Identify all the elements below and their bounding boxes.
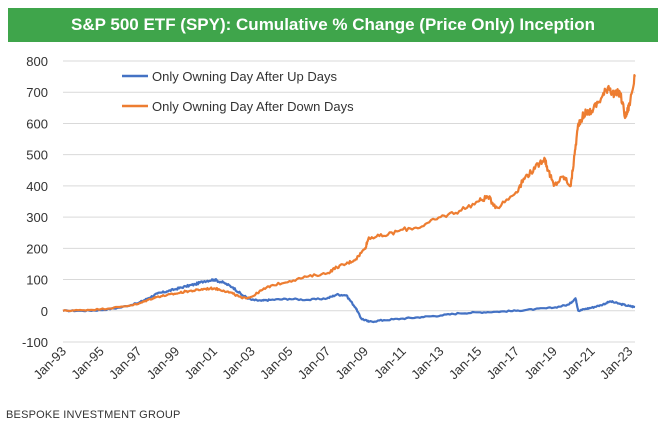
y-tick-label: 400: [26, 179, 48, 194]
y-tick-label: -100: [22, 335, 48, 350]
y-tick-label: 600: [26, 116, 48, 131]
x-tick-label: Jan-99: [144, 344, 183, 383]
x-tick-label: Jan-23: [597, 344, 636, 383]
x-axis-tick-labels: Jan-93 Jan-95 Jan-97 Jan-99 Jan-01 Jan-03 Jan-…: [30, 344, 635, 383]
legend: Only Owning Day After Up Days Only Owning…: [122, 69, 354, 114]
x-tick-label: Jan-07: [295, 344, 334, 383]
legend-label: Only Owning Day After Down Days: [152, 99, 354, 114]
grid-lines: [63, 60, 635, 343]
x-tick-label: Jan-03: [219, 344, 258, 383]
chart-title: S&P 500 ETF (SPY): Cumulative % Change (…: [8, 8, 658, 42]
y-tick-label: 700: [26, 85, 48, 100]
x-tick-label: Jan-05: [257, 344, 296, 383]
series-lines: [62, 74, 637, 324]
x-tick-label: Jan-09: [332, 344, 371, 383]
y-axis-tick-labels: -100 0 100 200 300 400 500 600 700 800: [22, 54, 48, 350]
x-tick-label: Jan-11: [371, 344, 409, 382]
y-tick-label: 0: [41, 304, 48, 319]
x-tick-label: Jan-13: [408, 344, 447, 383]
series-line-down-days: [62, 74, 637, 313]
series-line-up-days: [62, 278, 636, 324]
y-tick-label: 200: [26, 241, 48, 256]
x-tick-label: Jan-17: [483, 344, 522, 383]
y-tick-label: 500: [26, 148, 48, 163]
y-tick-label: 100: [26, 273, 48, 288]
y-tick-label: 300: [26, 210, 48, 225]
x-tick-label: Jan-19: [521, 344, 560, 383]
x-tick-label: Jan-21: [559, 344, 598, 383]
x-tick-label: Jan-95: [68, 344, 107, 383]
x-tick-label: Jan-97: [106, 344, 145, 383]
source-label: BESPOKE INVESTMENT GROUP: [6, 409, 181, 421]
legend-label: Only Owning Day After Up Days: [152, 69, 337, 84]
y-tick-label: 800: [26, 54, 48, 69]
x-tick-label: Jan-01: [181, 344, 220, 383]
x-tick-label: Jan-15: [446, 344, 485, 383]
